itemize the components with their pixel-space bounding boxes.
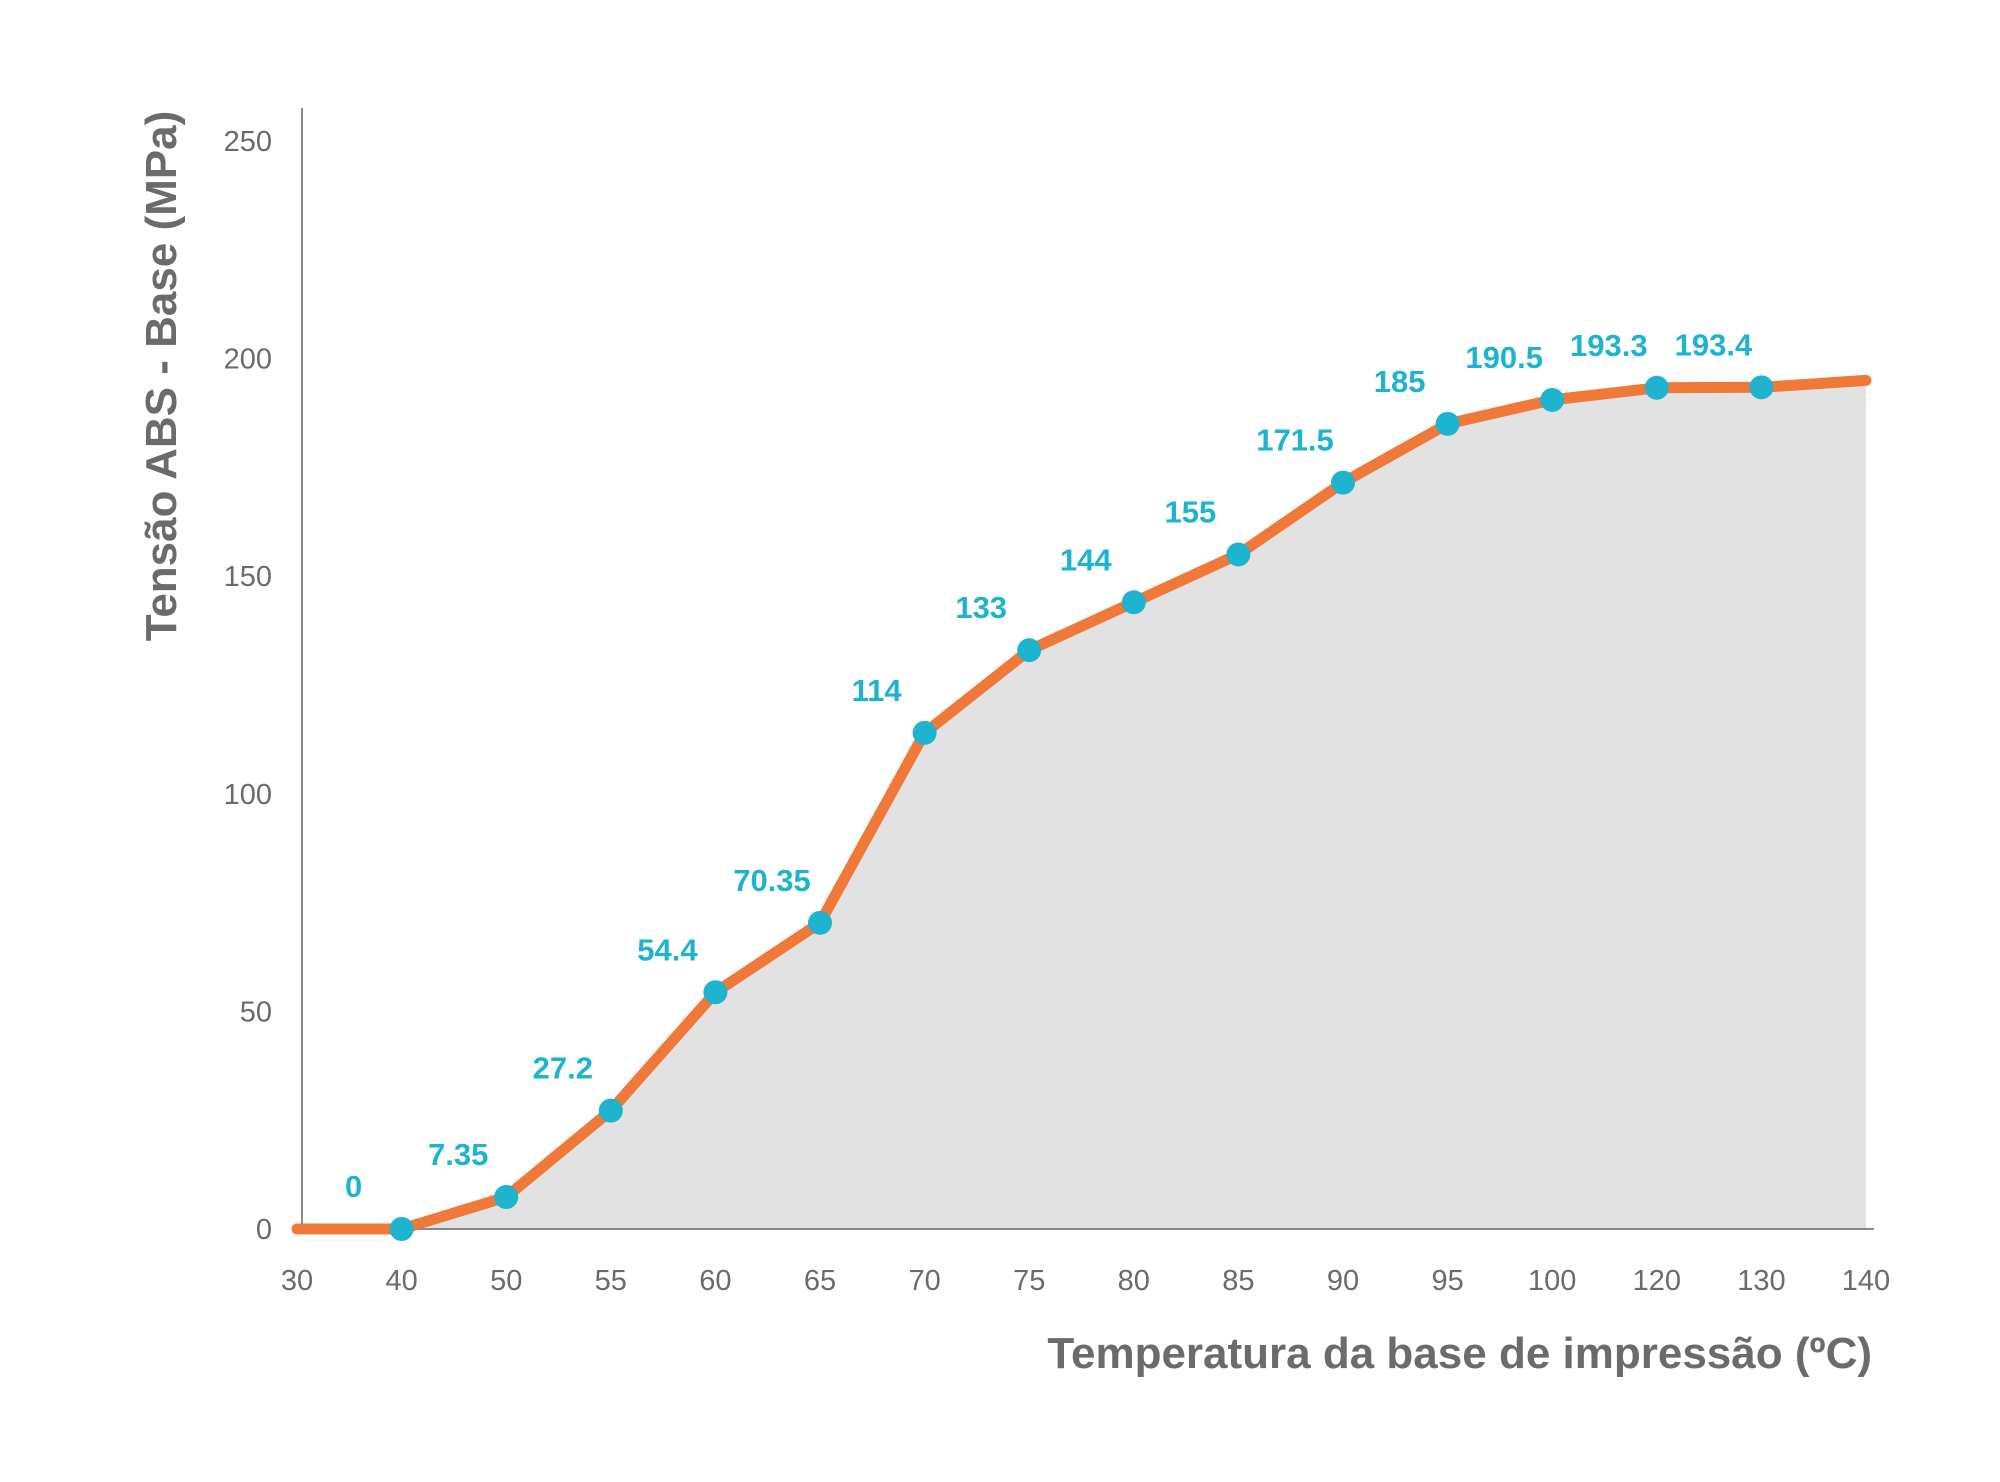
x-tick-label: 100 — [1528, 1265, 1576, 1297]
data-point — [1017, 638, 1042, 663]
data-point — [912, 720, 937, 745]
x-tick-label: 30 — [281, 1265, 313, 1297]
x-tick-label: 75 — [1013, 1265, 1045, 1297]
x-tick-label: 140 — [1842, 1265, 1890, 1297]
y-tick-label: 100 — [224, 779, 272, 811]
data-label: 155 — [1165, 494, 1217, 529]
data-point — [1226, 542, 1251, 567]
y-axis-title: Tensão ABS - Base (MPa) — [137, 111, 186, 642]
data-label: 185 — [1374, 364, 1426, 399]
y-tick-label: 200 — [224, 344, 272, 376]
data-label: 144 — [1060, 542, 1112, 577]
data-point — [1749, 375, 1774, 400]
data-label: 7.35 — [428, 1137, 488, 1172]
tick-labels-group: 0 50 100 150 200 250 30 40 50 55 60 65 70 75 80 85 90 95 1… — [224, 126, 1891, 1297]
series-line-group — [291, 374, 1872, 1235]
data-label: 193.4 — [1675, 327, 1753, 362]
data-point — [703, 980, 728, 1005]
x-tick-label: 90 — [1327, 1265, 1359, 1297]
y-tick-label: 50 — [240, 996, 272, 1028]
data-point — [389, 1217, 414, 1241]
data-point — [1121, 590, 1146, 615]
data-label: 133 — [955, 590, 1007, 625]
x-tick-label: 80 — [1118, 1265, 1150, 1297]
area-fill-group — [297, 380, 1866, 1229]
series-line — [291, 374, 1872, 1235]
x-tick-label: 50 — [490, 1265, 522, 1297]
data-point — [598, 1098, 623, 1123]
data-point — [1435, 411, 1460, 436]
x-tick-label: 85 — [1222, 1265, 1254, 1297]
data-label: 27.2 — [533, 1051, 593, 1086]
data-point — [1644, 375, 1669, 400]
data-points-group — [389, 375, 1774, 1241]
area-fill — [297, 380, 1866, 1229]
data-point — [808, 910, 832, 935]
y-tick-label: 0 — [256, 1214, 272, 1246]
data-labels-group: 0 7.35 27.2 54.4 70.35 114 133 144 155 171.5 185 19… — [345, 327, 1753, 1204]
data-label: 54.4 — [637, 932, 698, 967]
x-tick-label: 95 — [1431, 1265, 1463, 1297]
data-label: 193.3 — [1570, 328, 1648, 363]
x-tick-label: 40 — [385, 1265, 417, 1297]
data-point — [1540, 387, 1565, 412]
x-axis-title: Temperatura da base de impressão (ºC) — [1047, 1329, 1872, 1378]
x-tick-label: 60 — [699, 1265, 731, 1297]
y-tick-label: 250 — [224, 126, 272, 158]
data-point — [494, 1185, 519, 1210]
data-label: 0 — [345, 1169, 362, 1204]
y-tick-label: 150 — [224, 561, 272, 593]
x-tick-label: 55 — [595, 1265, 627, 1297]
x-tick-label: 70 — [908, 1265, 940, 1297]
data-label: 114 — [852, 673, 903, 708]
x-tick-label: 130 — [1737, 1265, 1785, 1297]
x-tick-label: 65 — [804, 1265, 836, 1297]
data-label: 70.35 — [733, 863, 811, 898]
axes-group — [301, 108, 1874, 1230]
x-tick-label: 120 — [1633, 1265, 1681, 1297]
data-label: 171.5 — [1256, 423, 1334, 458]
data-point — [1331, 470, 1355, 495]
data-label: 190.5 — [1465, 340, 1543, 375]
